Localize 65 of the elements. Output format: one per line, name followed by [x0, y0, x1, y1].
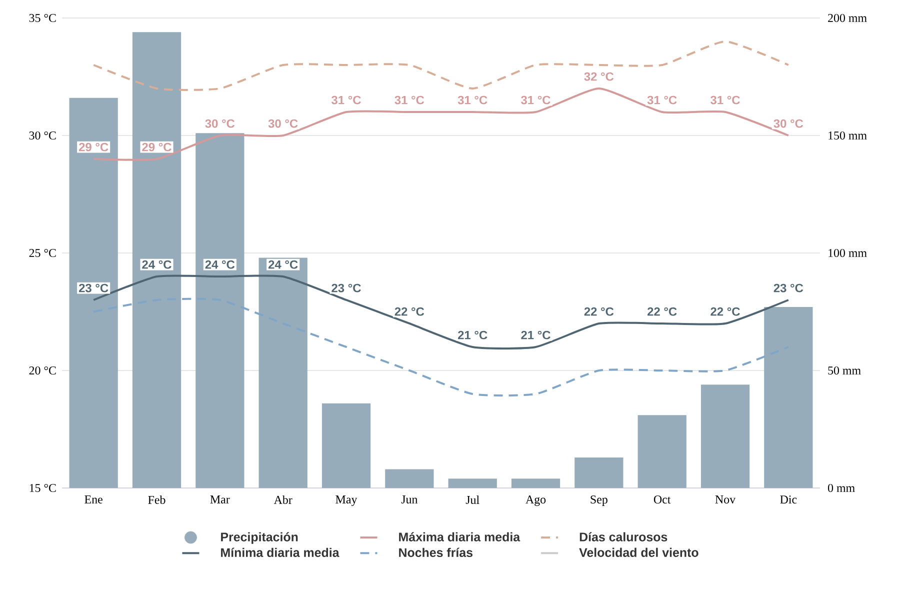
x-tick-label: Abr: [274, 496, 292, 504]
legend-label: Velocidad del viento: [579, 548, 698, 557]
data-label: 23 °C: [774, 284, 804, 292]
data-label: 22 °C: [647, 307, 677, 316]
x-tick-label: Mar: [210, 496, 230, 504]
legend-label: Precipitación: [221, 532, 298, 544]
x-tick-label: Dic: [780, 496, 797, 504]
bar: [322, 403, 371, 488]
y-tick-label: 15 °C: [30, 484, 56, 492]
data-label: 24 °C: [142, 260, 172, 269]
data-label: 21 °C: [458, 330, 488, 340]
x-tick-label: Sep: [590, 496, 608, 506]
line-series: [92, 87, 790, 161]
x-tick-label: Jul: [466, 496, 480, 504]
bar: [511, 478, 560, 488]
data-label: 31 °C: [394, 96, 424, 104]
x-tick-label: Feb: [148, 496, 166, 504]
data-label: 22 °C: [710, 307, 740, 316]
x-tick-label: Jun: [401, 496, 418, 504]
y2-tick-label: 0 mm: [828, 484, 855, 492]
y-tick-label: 20 °C: [29, 366, 56, 375]
data-label: 30 °C: [774, 119, 804, 128]
bar: [700, 384, 750, 488]
data-label: 23 °C: [78, 284, 108, 292]
y2-tick-label: 200 mm: [828, 14, 867, 22]
x-tick-label: Nov: [715, 496, 736, 504]
data-label: 30 °C: [205, 119, 235, 128]
x-tick-label: Ene: [84, 496, 102, 504]
y-tick-label: 35 °C: [29, 14, 56, 22]
bar: [258, 258, 308, 488]
x-tick-label: Oct: [654, 496, 671, 504]
y-tick-label: 25 °C: [29, 248, 56, 258]
data-label: 32 °C: [584, 72, 614, 81]
bar: [196, 133, 244, 488]
bar: [764, 307, 813, 488]
data-label: 29 °C: [142, 142, 172, 152]
bar: [385, 469, 434, 488]
data-label: 23 °C: [332, 284, 361, 292]
bar: [69, 98, 118, 488]
y-tick-label: 30 °C: [29, 131, 56, 140]
data-label: 24 °C: [268, 260, 298, 269]
bar: [132, 32, 182, 488]
data-label: 21 °C: [521, 330, 550, 340]
data-label: 22 °C: [584, 307, 614, 316]
data-label: 31 °C: [710, 96, 740, 104]
data-label: 31 °C: [332, 96, 361, 104]
data-label: 29 °C: [78, 142, 108, 152]
data-label: 22 °C: [394, 307, 424, 316]
x-tick-label: May: [336, 496, 358, 506]
legend-label: Mínima diaria media: [221, 548, 340, 558]
legend-label: Noches frías: [399, 548, 472, 558]
legend-label: Máxima diaria media: [399, 532, 520, 542]
y2-tick-label: 100 mm: [828, 248, 867, 258]
data-label: 31 °C: [521, 96, 550, 104]
bar: [448, 478, 497, 488]
data-label: 24 °C: [205, 260, 235, 269]
bar: [574, 457, 624, 488]
data-label: 31 °C: [647, 96, 677, 104]
legend-label: Días calurosos: [580, 532, 668, 542]
bar: [638, 415, 686, 488]
data-label: 31 °C: [458, 96, 488, 104]
y2-tick-label: 50 mm: [828, 366, 861, 375]
y2-tick-label: 150 mm: [828, 131, 867, 140]
data-label: 30 °C: [268, 119, 298, 128]
x-tick-label: Ago: [526, 496, 546, 506]
